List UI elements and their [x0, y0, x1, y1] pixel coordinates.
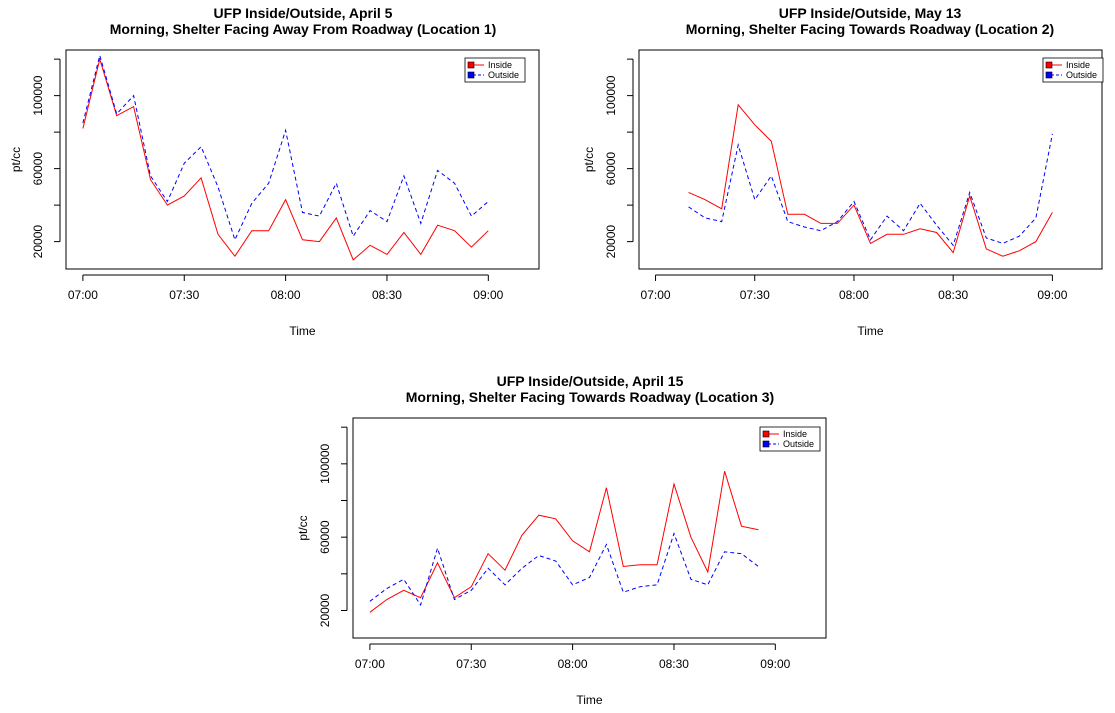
y-tick-label: 60000 [31, 152, 45, 186]
legend-label-inside: Inside [783, 429, 807, 439]
chart-subtitle: Morning, Shelter Facing Away From Roadwa… [110, 21, 497, 37]
chart-title: UFP Inside/Outside, April 5 [214, 5, 393, 21]
x-tick-label: 07:00 [641, 288, 671, 302]
x-tick-label: 09:00 [1037, 288, 1067, 302]
x-tick-label: 07:30 [740, 288, 770, 302]
y-axis-label: pt/cc [582, 147, 596, 172]
x-axis-label: Time [857, 324, 884, 338]
legend-label-outside: Outside [488, 70, 519, 80]
legend-label-inside: Inside [488, 60, 512, 70]
x-tick-label: 07:30 [169, 288, 199, 302]
legend-label-inside: Inside [1066, 60, 1090, 70]
series-line-outside [369, 531, 759, 607]
x-tick-label: 07:00 [68, 288, 98, 302]
y-tick-label: 100000 [31, 75, 45, 115]
chart-title: UFP Inside/Outside, April 15 [497, 373, 684, 389]
plot-frame [352, 417, 827, 639]
x-tick-label: 09:00 [760, 657, 790, 671]
series-line-inside [82, 57, 489, 261]
plot-frame [65, 49, 540, 270]
x-tick-label: 08:00 [839, 288, 869, 302]
series-line-outside [688, 133, 1053, 247]
x-axis-label: Time [289, 324, 316, 338]
y-tick-label: 100000 [604, 75, 618, 115]
series-line-outside [82, 53, 489, 242]
legend-label-outside: Outside [1066, 70, 1097, 80]
series-line-inside [688, 103, 1053, 257]
y-tick-label: 60000 [604, 152, 618, 186]
legend-box [1042, 57, 1104, 83]
legend-swatch-inside [762, 430, 770, 438]
y-tick-label: 100000 [318, 443, 332, 483]
y-tick-label: 60000 [318, 520, 332, 554]
y-tick-label: 20000 [318, 593, 332, 627]
legend-swatch-inside [1045, 61, 1053, 69]
legend-swatch-outside [467, 71, 475, 79]
x-axis-label: Time [576, 693, 603, 707]
x-tick-label: 07:30 [456, 657, 486, 671]
chart-subtitle: Morning, Shelter Facing Towards Roadway … [406, 389, 774, 405]
legend-swatch-outside [1045, 71, 1053, 79]
legend-box [464, 57, 526, 83]
y-tick-label: 20000 [604, 225, 618, 259]
chart-subtitle: Morning, Shelter Facing Towards Roadway … [686, 21, 1054, 37]
x-tick-label: 08:30 [372, 288, 402, 302]
y-axis-label: pt/cc [9, 147, 23, 172]
x-tick-label: 08:30 [659, 657, 689, 671]
y-axis-label: pt/cc [296, 515, 310, 540]
x-tick-label: 07:00 [355, 657, 385, 671]
legend-box [759, 426, 821, 452]
x-tick-label: 08:30 [938, 288, 968, 302]
plot-frame [638, 49, 1103, 270]
series-line-inside [369, 471, 759, 613]
x-tick-label: 08:00 [271, 288, 301, 302]
x-tick-label: 08:00 [558, 657, 588, 671]
legend-swatch-inside [467, 61, 475, 69]
legend-label-outside: Outside [783, 439, 814, 449]
y-tick-label: 20000 [31, 225, 45, 259]
legend-swatch-outside [762, 440, 770, 448]
x-tick-label: 09:00 [473, 288, 503, 302]
chart-title: UFP Inside/Outside, May 13 [779, 5, 962, 21]
